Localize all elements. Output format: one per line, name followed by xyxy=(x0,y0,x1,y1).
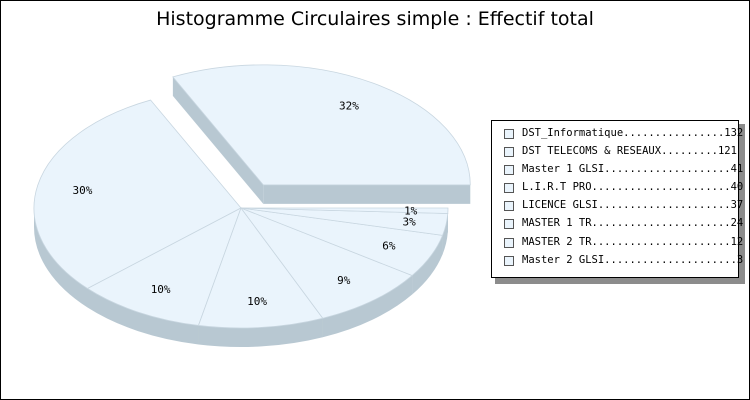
slice-percent-label: 10% xyxy=(247,295,267,308)
pie-slice xyxy=(33,99,242,289)
pie-slice xyxy=(172,64,471,186)
legend-label: Master 1 GLSI....................41 xyxy=(522,163,744,176)
legend-swatch xyxy=(504,129,514,139)
legend-label: L.I.R.T PRO......................40 xyxy=(522,181,744,194)
legend-item: DST_Informatique................132 xyxy=(492,125,743,143)
legend-swatch xyxy=(504,183,514,194)
legend-swatch xyxy=(504,201,514,212)
legend-label: DST TELECOMS & RESEAUX.........121 xyxy=(522,145,737,158)
legend-swatch xyxy=(504,147,514,158)
legend-swatch xyxy=(504,255,514,266)
pie-slice xyxy=(239,207,413,319)
legend-item: MASTER 1 TR......................24 xyxy=(492,215,743,233)
pie-slice-side xyxy=(322,275,413,338)
slice-percent-label: 9% xyxy=(337,274,351,287)
legend-swatch xyxy=(504,237,514,248)
pie-slice-side xyxy=(33,208,88,308)
slice-percent-label: 10% xyxy=(151,283,171,296)
slice-percent-label: 30% xyxy=(73,184,93,197)
slice-percent-label: 1% xyxy=(404,204,418,217)
legend-label: Master 2 GLSI.....................3 xyxy=(522,253,744,266)
pie-slice-side xyxy=(87,288,199,345)
chart-title: Histogramme Circulaires simple : Effecti… xyxy=(156,8,594,30)
legend-swatch xyxy=(504,219,514,230)
legend-item: LICENCE GLSI.....................37 xyxy=(492,197,743,215)
pie-slice-cut xyxy=(172,76,264,204)
legend-item: DST TELECOMS & RESEAUX.........121 xyxy=(492,143,738,161)
legend-label: MASTER 1 TR......................24 xyxy=(522,217,744,230)
pie-slice xyxy=(86,207,242,326)
slice-percent-label: 6% xyxy=(382,240,396,253)
legend-label: LICENCE GLSI.....................37 xyxy=(522,199,744,212)
legend-label: MASTER 2 TR......................12 xyxy=(522,235,744,248)
slice-percent-label: 32% xyxy=(339,100,359,113)
legend-item: Master 2 GLSI.....................3 xyxy=(492,252,743,270)
pie-slice xyxy=(197,207,324,329)
legend-item: Master 1 GLSI....................41 xyxy=(492,161,743,179)
pie-slice-side xyxy=(198,318,323,347)
legend: DST_Informatique................132 DST … xyxy=(491,120,743,278)
legend-item: L.I.R.T PRO......................40 xyxy=(492,179,743,197)
pie-slice-cut xyxy=(263,184,471,204)
slice-percent-label: 3% xyxy=(403,216,417,229)
legend-item: MASTER 2 TR......................12 xyxy=(492,234,743,252)
pie-slice xyxy=(240,207,449,214)
legend-swatch xyxy=(504,165,514,176)
legend-label: DST_Informatique................132 xyxy=(522,127,744,139)
